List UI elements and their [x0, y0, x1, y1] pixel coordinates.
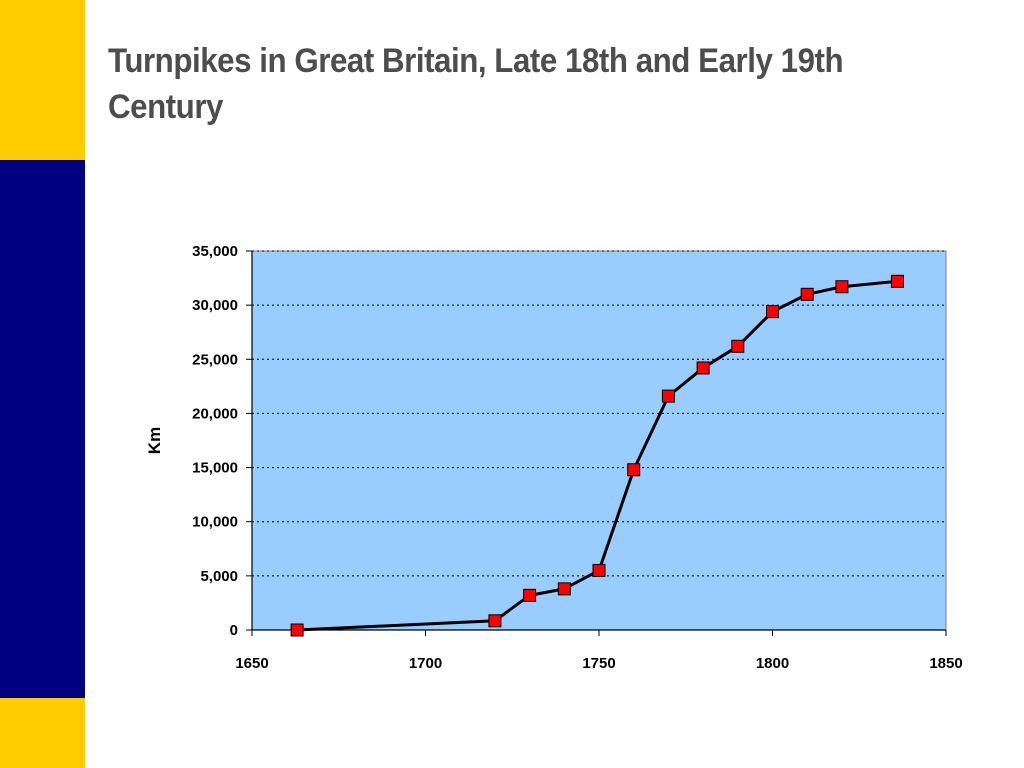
data-point [290, 623, 304, 637]
accent-band-top [0, 0, 85, 160]
y-tick-label: 35,000 [192, 243, 238, 260]
y-tick-label: 25,000 [192, 351, 238, 368]
data-point [488, 614, 502, 628]
slide-title: Turnpikes in Great Britain, Late 18th an… [108, 42, 844, 126]
y-tick-label: 15,000 [192, 460, 238, 477]
y-tick-label: 30,000 [192, 297, 238, 314]
data-point [731, 339, 745, 353]
x-tick-label: 1850 [929, 655, 962, 672]
y-tick-label: 20,000 [192, 405, 238, 422]
data-point [557, 582, 571, 596]
data-point [835, 280, 849, 294]
accent-band-middle [0, 160, 85, 698]
data-point [592, 563, 606, 577]
data-point [523, 588, 537, 602]
x-tick-label: 1750 [582, 655, 615, 672]
y-axis-label: Km [145, 427, 164, 454]
data-point [627, 463, 641, 477]
accent-band-bottom [0, 698, 85, 768]
data-point [661, 389, 675, 403]
data-point [890, 274, 904, 288]
x-tick-label: 1650 [235, 655, 268, 672]
x-tick-label: 1700 [409, 655, 442, 672]
y-tick-label: 5,000 [200, 568, 238, 585]
x-tick-label: 1800 [756, 655, 789, 672]
data-point [696, 361, 710, 375]
data-point [800, 287, 814, 301]
data-point [766, 305, 779, 319]
y-tick-label: 10,000 [192, 514, 238, 531]
y-tick-label: 0 [230, 622, 238, 639]
